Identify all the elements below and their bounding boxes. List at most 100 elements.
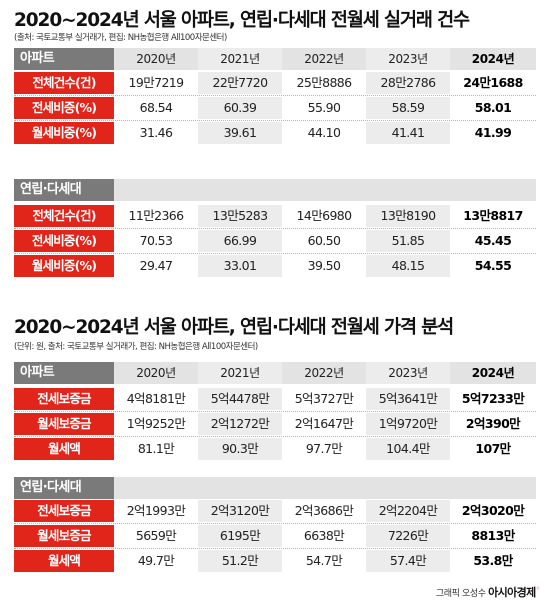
value-cell: 11만2366 bbox=[128, 208, 184, 223]
value-cell: 5억4478만 bbox=[198, 388, 282, 410]
value-cell: 55.90 bbox=[307, 100, 341, 115]
row-label: 전세보증금 bbox=[14, 388, 114, 410]
table-row: 월세비중(%) 29.47 33.01 39.50 48.15 54.55 bbox=[14, 255, 536, 277]
value-cell: 57.4만 bbox=[366, 550, 450, 572]
value-cell: 48.15 bbox=[366, 255, 450, 277]
value-cell: 8813만 bbox=[471, 528, 515, 543]
brand-logo: 아시아경제 bbox=[488, 586, 536, 599]
value-cell: 41.99 bbox=[474, 125, 512, 140]
value-cell: 60.39 bbox=[198, 97, 282, 119]
value-cell: 19만7219 bbox=[128, 75, 184, 90]
value-cell: 5억7233만 bbox=[461, 391, 525, 406]
year-2023: 2023년 bbox=[366, 48, 450, 70]
group-header-apt: 아파트 bbox=[14, 48, 114, 70]
row-label: 월세보증금 bbox=[14, 413, 114, 435]
value-cell: 39.50 bbox=[307, 258, 341, 273]
value-cell: 54.55 bbox=[474, 258, 512, 273]
value-cell: 44.10 bbox=[307, 125, 341, 140]
value-cell: 2억1993만 bbox=[126, 503, 186, 518]
row-label: 전체건수(건) bbox=[14, 72, 114, 94]
value-cell: 2억1272만 bbox=[198, 413, 282, 435]
value-cell: 22만7720 bbox=[198, 72, 282, 94]
table-row: 월세보증금 5659만 6195만 6638만 7226만 8813만 bbox=[14, 525, 536, 547]
divider bbox=[14, 411, 536, 412]
year-2022: 2022년 bbox=[304, 366, 344, 380]
section2-source: (단위: 원, 출처: 국토교통부 실거래가, 편집: NH농협은행 All10… bbox=[14, 342, 258, 352]
value-cell: 6195만 bbox=[198, 525, 282, 547]
value-cell: 31.46 bbox=[139, 125, 173, 140]
group-header-villa: 연립·다세대 bbox=[14, 179, 114, 201]
divider bbox=[14, 95, 536, 96]
group-header-apt: 아파트 bbox=[14, 362, 114, 384]
row-label: 월세비중(%) bbox=[14, 255, 114, 277]
value-cell: 107만 bbox=[475, 441, 511, 456]
value-cell: 66.99 bbox=[198, 230, 282, 252]
value-cell: 81.1만 bbox=[137, 441, 175, 456]
value-cell: 39.61 bbox=[198, 122, 282, 144]
value-cell: 33.01 bbox=[198, 255, 282, 277]
table-row: 월세보증금 1억9252만 2억1272만 2억1647만 1억9720만 2억… bbox=[14, 413, 536, 435]
value-cell: 6638만 bbox=[303, 528, 345, 543]
year-2020: 2020년 bbox=[136, 52, 176, 66]
value-cell: 104.4만 bbox=[366, 438, 450, 460]
value-cell: 49.7만 bbox=[137, 553, 175, 568]
divider bbox=[14, 436, 536, 437]
apt-header-row: 아파트 2020년 2021년 2022년 2023년 2024년 bbox=[14, 48, 536, 70]
row-label: 전체건수(건) bbox=[14, 205, 114, 227]
value-cell: 53.8만 bbox=[473, 553, 513, 568]
table-row: 전세보증금 4억8181만 5억4478만 5억3727만 5억3641만 5억… bbox=[14, 388, 536, 410]
apt-header-row: 아파트 2020년 2021년 2022년 2023년 2024년 bbox=[14, 362, 536, 384]
row-label: 월세액 bbox=[14, 550, 114, 572]
value-cell: 28만2786 bbox=[366, 72, 450, 94]
value-cell: 51.85 bbox=[366, 230, 450, 252]
section1-title: 2020~2024년 서울 아파트, 연립·다세대 전월세 실거래 건수 bbox=[14, 10, 470, 31]
table-row: 월세비중(%) 31.46 39.61 44.10 41.41 41.99 bbox=[14, 122, 536, 144]
value-cell: 97.7만 bbox=[305, 441, 343, 456]
row-label: 월세비중(%) bbox=[14, 122, 114, 144]
value-cell: 54.7만 bbox=[305, 553, 343, 568]
table-row: 전세비중(%) 70.53 66.99 60.50 51.85 45.45 bbox=[14, 230, 536, 252]
value-cell: 5억3641만 bbox=[366, 388, 450, 410]
year-2024: 2024년 bbox=[471, 52, 515, 66]
value-cell: 13만8190 bbox=[366, 205, 450, 227]
table-row: 전체건수(건) 11만2366 13만5283 14만6980 13만8190 … bbox=[14, 205, 536, 227]
row-label: 전세비중(%) bbox=[14, 97, 114, 119]
year-2022: 2022년 bbox=[304, 52, 344, 66]
value-cell: 2억1647만 bbox=[294, 416, 354, 431]
villa-header-row: 연립·다세대 bbox=[14, 179, 536, 201]
divider bbox=[14, 253, 536, 254]
value-cell: 51.2만 bbox=[198, 550, 282, 572]
value-cell: 24만1688 bbox=[463, 75, 523, 90]
group-header-villa: 연립·다세대 bbox=[14, 477, 114, 499]
value-cell: 2억3686만 bbox=[294, 503, 354, 518]
value-cell: 2억3120만 bbox=[198, 500, 282, 522]
value-cell: 29.47 bbox=[139, 258, 173, 273]
value-cell: 14만6980 bbox=[296, 208, 352, 223]
byline: 그래픽 오성수 bbox=[435, 589, 486, 599]
value-cell: 70.53 bbox=[139, 233, 173, 248]
value-cell: 5억3727만 bbox=[294, 391, 354, 406]
value-cell: 13만5283 bbox=[198, 205, 282, 227]
value-cell: 58.59 bbox=[366, 97, 450, 119]
value-cell: 90.3만 bbox=[198, 438, 282, 460]
value-cell: 58.01 bbox=[474, 100, 512, 115]
row-label: 전세비중(%) bbox=[14, 230, 114, 252]
value-cell: 2억390만 bbox=[465, 416, 521, 431]
year-2021: 2021년 bbox=[198, 48, 282, 70]
logo-mark-icon: ◦ bbox=[535, 584, 541, 593]
year-2024: 2024년 bbox=[471, 366, 515, 380]
value-cell: 5659만 bbox=[135, 528, 177, 543]
table-row: 월세액 81.1만 90.3만 97.7만 104.4만 107만 bbox=[14, 438, 536, 460]
header-band bbox=[14, 179, 536, 201]
row-label: 월세액 bbox=[14, 438, 114, 460]
value-cell: 1억9252만 bbox=[126, 416, 186, 431]
villa-header-row: 연립·다세대 bbox=[14, 477, 536, 499]
credit: 그래픽 오성수 아시아경제◦ bbox=[435, 584, 541, 600]
year-2020: 2020년 bbox=[136, 366, 176, 380]
value-cell: 13만8817 bbox=[463, 208, 523, 223]
header-band bbox=[14, 477, 536, 499]
divider bbox=[14, 548, 536, 549]
value-cell: 1억9720만 bbox=[366, 413, 450, 435]
value-cell: 4억8181만 bbox=[126, 391, 186, 406]
